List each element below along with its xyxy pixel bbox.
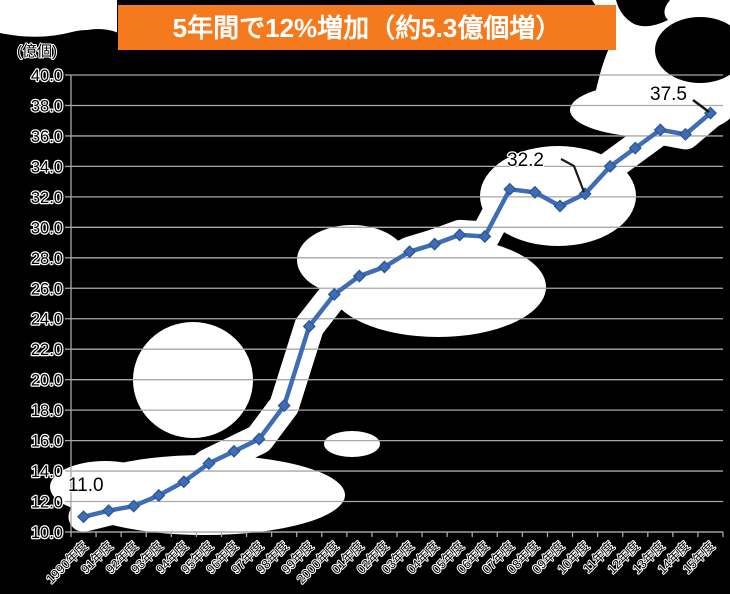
background-blob <box>324 431 380 457</box>
data-label-2010: 32.2 <box>507 150 544 171</box>
title-banner: 5年間で12%増加（約5.3億個増） <box>118 5 616 50</box>
data-point-marker <box>102 504 116 518</box>
data-point-marker <box>628 141 642 155</box>
annotation-leader-line-37-5 <box>692 98 710 114</box>
data-point-marker <box>503 182 517 196</box>
data-point-marker <box>578 187 592 201</box>
data-point-marker <box>252 432 266 446</box>
data-point-marker <box>377 260 391 274</box>
data-point-marker <box>528 185 542 199</box>
y-axis-tick-label: 28.0 <box>31 250 63 268</box>
data-point-marker <box>77 510 91 524</box>
data-point-marker <box>453 228 467 242</box>
data-point-marker <box>352 269 366 283</box>
data-line <box>81 110 713 520</box>
data-point-marker <box>553 199 567 213</box>
y-axis-tick-label: 14.0 <box>31 463 63 481</box>
y-axis-tick-label: 36.0 <box>31 128 63 146</box>
background-blob <box>0 0 117 38</box>
data-point-marker <box>403 245 417 259</box>
data-point-marker <box>302 319 316 333</box>
y-axis-tick-label: 22.0 <box>31 341 63 359</box>
y-axis-tick-label: 10.0 <box>31 524 63 542</box>
y-axis-tick-label: 38.0 <box>31 97 63 115</box>
title-banner-background <box>118 5 616 50</box>
data-point-marker <box>678 127 692 141</box>
data-label-1990: 11.0 <box>68 475 104 496</box>
data-point-marker <box>152 488 166 502</box>
data-label-2015: 37.5 <box>650 84 687 105</box>
y-axis-tick-label: 32.0 <box>31 189 63 207</box>
y-axis-tick-label: 30.0 <box>31 219 63 237</box>
y-axis-tick-label: 40.0 <box>31 67 63 85</box>
data-point-marker <box>202 456 216 470</box>
data-point-marker <box>277 399 291 413</box>
data-point-marker <box>177 475 191 489</box>
data-point-marker <box>227 444 241 458</box>
data-point-marker <box>428 237 442 251</box>
data-point-marker <box>327 287 341 301</box>
y-axis-tick-label: 18.0 <box>31 402 63 420</box>
background-blob <box>655 17 730 83</box>
y-axis-tick-label: 16.0 <box>31 433 63 451</box>
data-point-marker <box>127 499 141 513</box>
y-axis-tick-label: 34.0 <box>31 158 63 176</box>
data-point-marker <box>653 123 667 137</box>
y-axis-tick-label: 20.0 <box>31 372 63 390</box>
data-point-marker <box>603 159 617 173</box>
y-axis-tick-label: 24.0 <box>31 311 63 329</box>
background-blob <box>616 0 670 27</box>
y-axis-tick-label: 12.0 <box>31 494 63 512</box>
data-point-markers <box>77 106 717 524</box>
y-axis-tick-label: 26.0 <box>31 280 63 298</box>
background-blobs-black <box>72 0 730 83</box>
axes <box>65 74 724 537</box>
y-axis-unit-label: (億個) <box>17 43 57 60</box>
annotation-leader-line-32-2 <box>560 158 586 193</box>
y-axis-tick-labels: 40.0 38.0 36.0 34.0 32.0 30.0 28.0 26.0 24.0 22.0… <box>30 66 65 543</box>
chart-title: 5年間で12%増加（約5.3億個増） <box>173 13 562 43</box>
data-point-marker <box>478 229 492 243</box>
background-blob <box>72 29 124 51</box>
